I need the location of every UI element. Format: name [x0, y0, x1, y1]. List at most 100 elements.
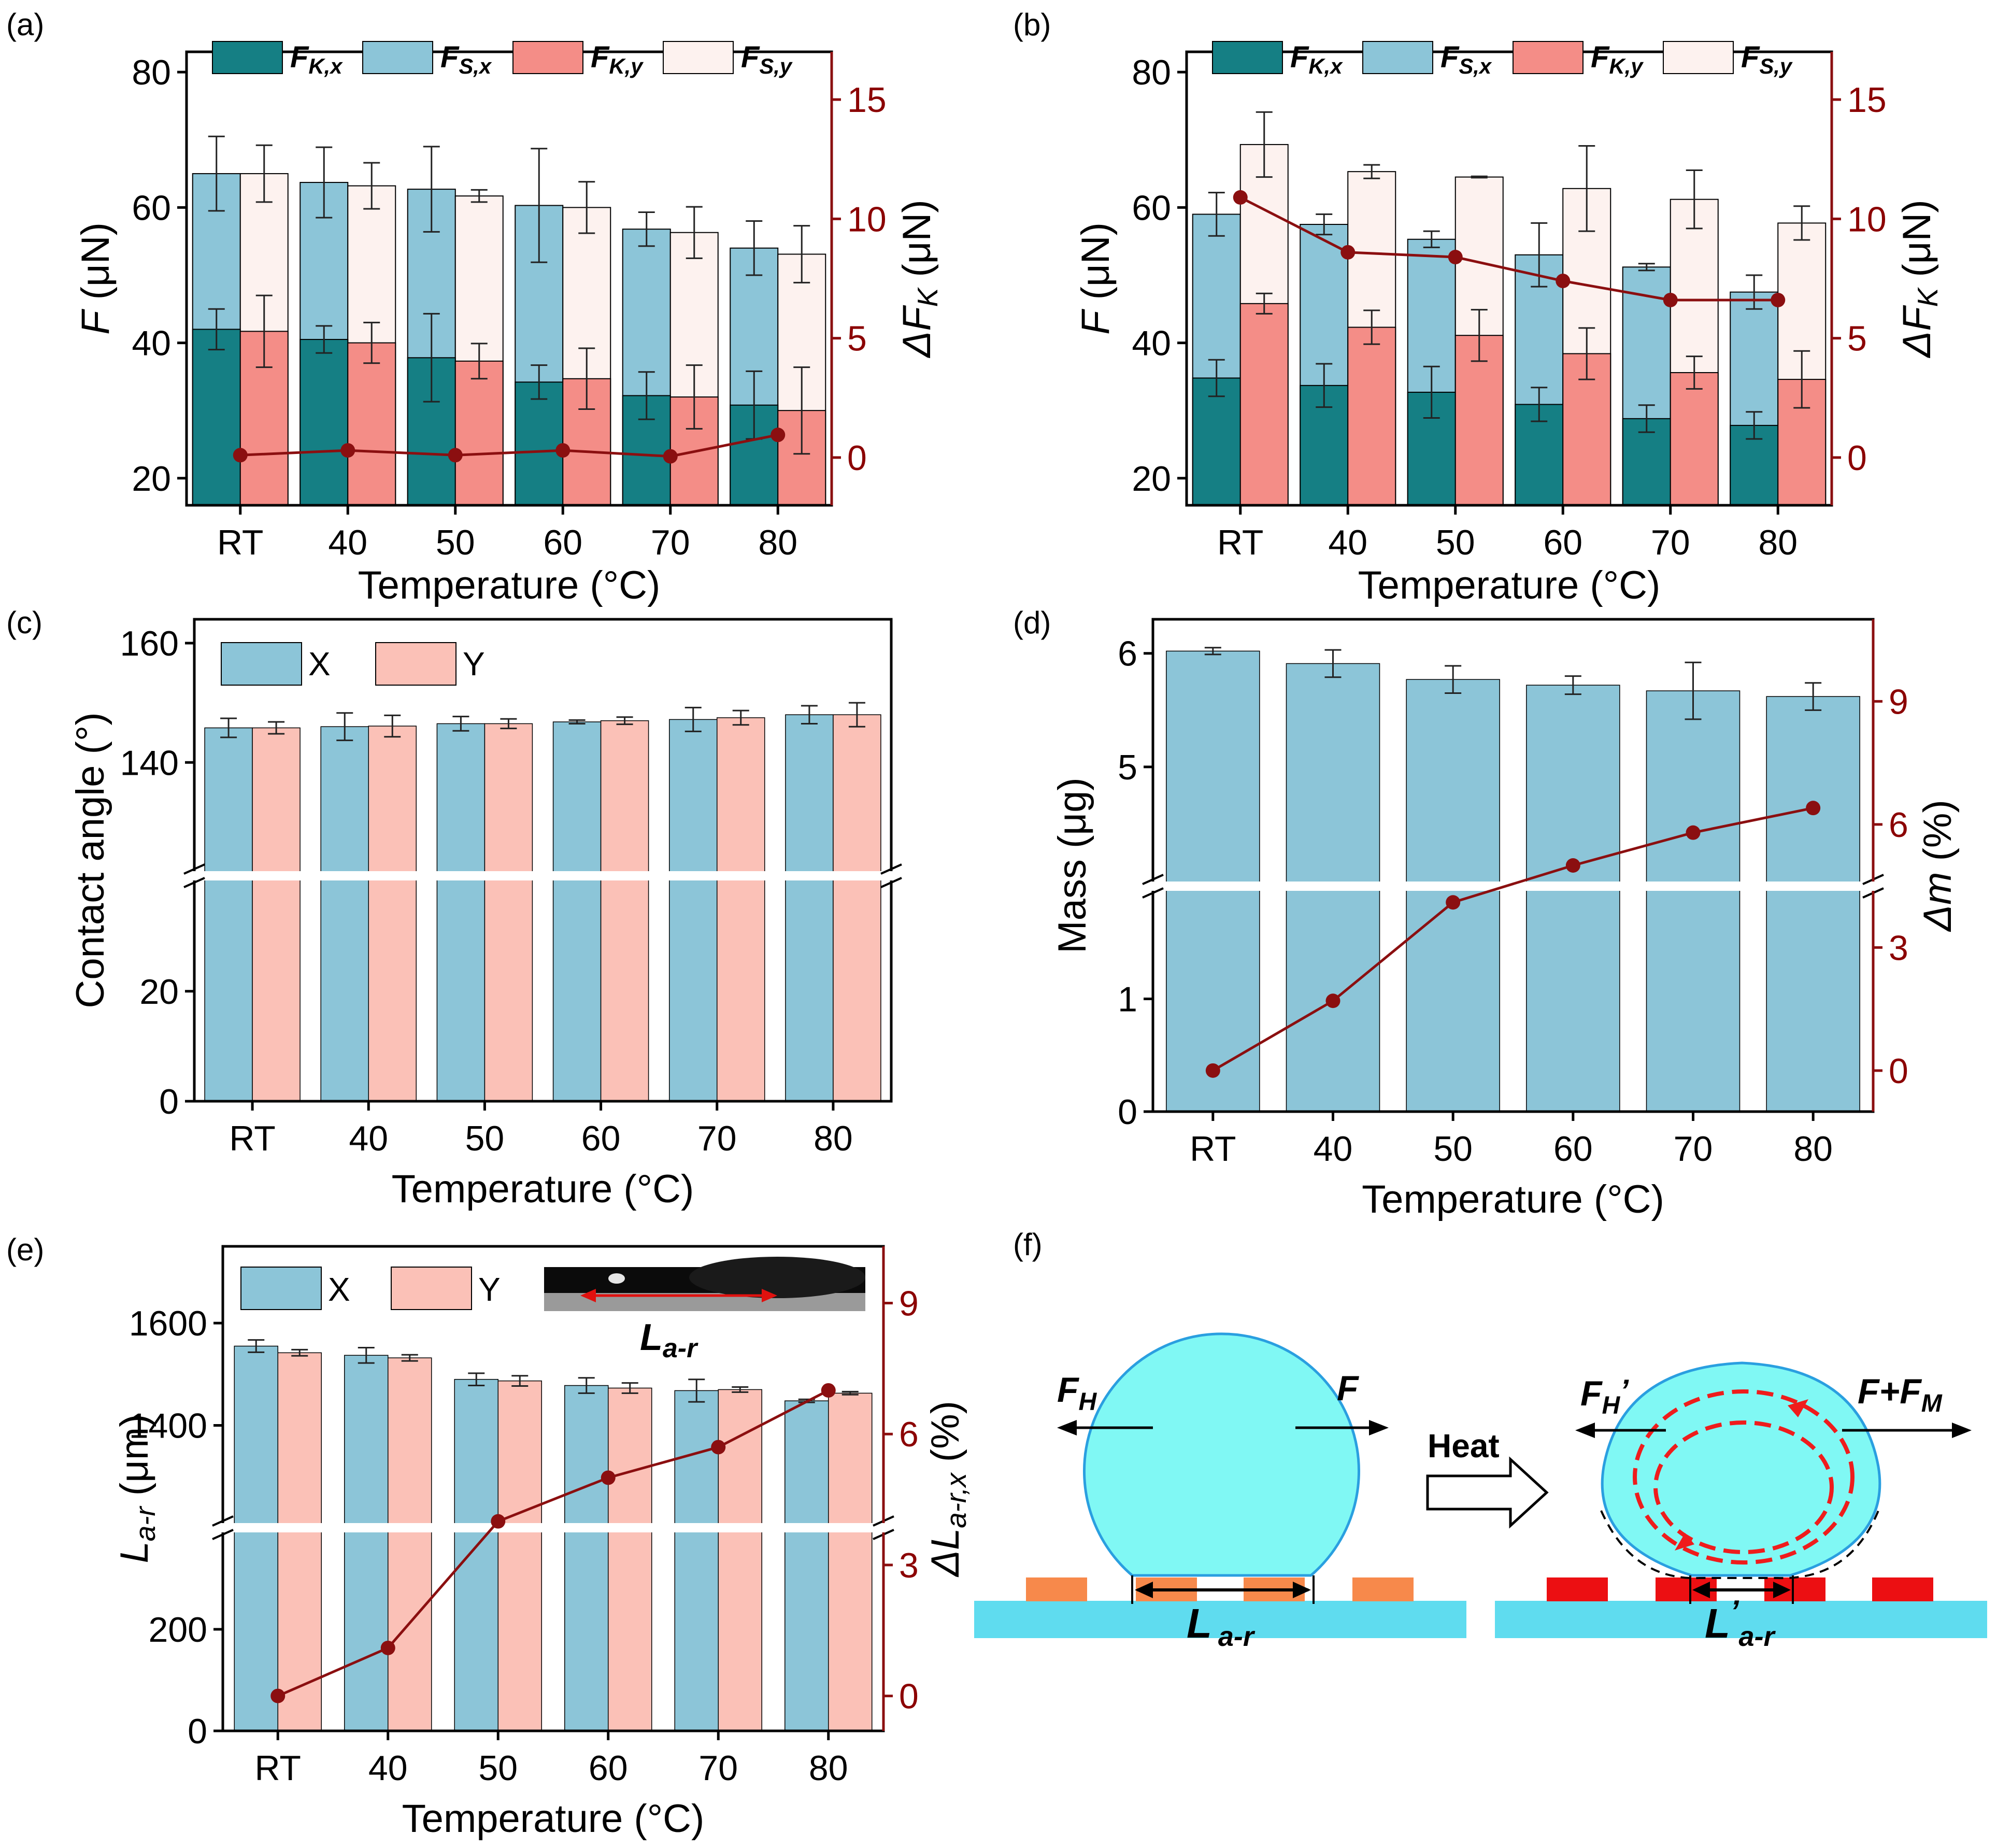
- panel-b-ytick-label: 40: [1132, 324, 1171, 363]
- panel-b-y2tick-label: 15: [1847, 80, 1887, 120]
- panel-d-y2label: Δm (%): [1916, 800, 1960, 932]
- panel-b-legend-swatch: [1663, 41, 1734, 74]
- panel-e-y2label: ΔLa-r,x (%): [923, 1401, 972, 1577]
- panel-e-line-point: [270, 1688, 286, 1703]
- panel-c-bar: [669, 719, 718, 1102]
- panel-label-f: (f): [1013, 1227, 1043, 1262]
- panel-e-ytick-label: 1600: [129, 1304, 207, 1343]
- panel-b-label: (b): [1013, 7, 1051, 42]
- panel-e-legend-label: Y: [478, 1271, 501, 1308]
- droplet-left: [1083, 1332, 1360, 1577]
- panel-b-bar: [1192, 377, 1241, 506]
- panel-d-xtick-label: 80: [1793, 1129, 1833, 1169]
- panel-a-line-point: [555, 443, 570, 458]
- panel-a-y2tick-label: 10: [847, 200, 887, 239]
- panel-a-chart: (a) RT 40 50 60 70 80 Temperature (°C) 20 40 60 80 0…: [6, 7, 944, 607]
- panel-e-ylabel: La-r (μm): [112, 1414, 161, 1563]
- panel-c-legend-swatch: [375, 642, 457, 686]
- panel-e-bar: [277, 1352, 322, 1731]
- panel-c-xtick-label: 40: [349, 1119, 388, 1158]
- panel-b-legend-label: FS,y: [1741, 40, 1793, 78]
- panel-e-ytick-label: 1400: [129, 1406, 207, 1446]
- droplet-right: [1601, 1361, 1881, 1577]
- panel-e-bar: [784, 1400, 829, 1731]
- panel-e-bar: [564, 1385, 609, 1731]
- panel-d-plot-frame: [1151, 618, 1875, 1113]
- panel-a-xtick-label: 50: [436, 523, 475, 562]
- force-arrowhead-fh-left: [1057, 1420, 1077, 1435]
- panel-a-xtick-label: 60: [543, 523, 582, 562]
- panel-a-bar: [515, 381, 564, 506]
- span-arrowhead-right-2: [1773, 1582, 1791, 1598]
- panel-d-line-point: [1565, 858, 1580, 873]
- panel-b-ytick-label: 20: [1132, 459, 1171, 499]
- panel-b-line-point: [1448, 250, 1463, 265]
- panel-e-line-point: [601, 1470, 616, 1485]
- heat-label: Heat: [1428, 1427, 1500, 1465]
- panel-e-legend-swatch: [240, 1267, 322, 1310]
- panel-b-bar: [1454, 335, 1504, 506]
- panel-e-inset-glare: [608, 1273, 625, 1284]
- panel-d-ytick-label: 0: [1118, 1092, 1137, 1132]
- panel-b-legend-swatch: [1513, 41, 1584, 74]
- panel-a-line-point: [448, 448, 463, 463]
- panel-d-line-series: [1212, 806, 1814, 1072]
- panel-c-bar: [252, 727, 301, 1102]
- panel-b-bar: [1622, 418, 1671, 506]
- panel-b-xtick-label: 40: [1328, 523, 1367, 562]
- panel-b-legend-label: FK,y: [1591, 40, 1644, 78]
- panel-b-bar: [1730, 424, 1779, 506]
- panel-b-line-point: [1556, 274, 1571, 289]
- panel-b-line-series: [1239, 196, 1778, 302]
- span-label-right: L’a-r: [1705, 1594, 1776, 1652]
- panel-e-frame-gap: [220, 1523, 226, 1532]
- panel-d-y2tick-label: 6: [1889, 805, 1908, 845]
- panel-c-ytick-label: 20: [139, 972, 179, 1012]
- panel-b-xtick-label: 80: [1758, 523, 1798, 562]
- force-label-fh-left: FH: [1057, 1370, 1097, 1416]
- panel-a-legend-label: FK,x: [290, 40, 343, 78]
- panel-e-inset-arrowhead: [580, 1289, 596, 1302]
- panel-e-break-mark: [212, 1515, 234, 1527]
- panel-b-xtick-label: RT: [1217, 523, 1263, 562]
- panel-a-ylabel: F (μN): [74, 222, 118, 335]
- panel-b-y2label: ΔFK (μN): [1895, 200, 1944, 358]
- panel-c-break-mark: [183, 863, 205, 875]
- panel-b-ytick-label: 80: [1132, 53, 1171, 92]
- heat-arrow-icon: [1426, 1456, 1549, 1529]
- panel-e-break-mark: [212, 1529, 234, 1540]
- panel-a-line-series: [240, 433, 778, 458]
- panel-d-line-point: [1446, 895, 1461, 910]
- panel-e-y2tick-label: 6: [899, 1415, 919, 1454]
- force-arrowhead-ffm-right: [1952, 1423, 1972, 1438]
- panel-c-ytick-label: 140: [120, 743, 179, 783]
- panel-c-ytick-label: 0: [159, 1082, 179, 1121]
- panel-e-line-point: [711, 1440, 726, 1455]
- panel-d-line-point: [1205, 1063, 1220, 1078]
- panel-e-legend-swatch: [391, 1267, 472, 1310]
- panel-c-break-mark: [183, 877, 205, 888]
- panel-e-axis-break-band: [224, 1523, 882, 1532]
- panel-e-line-point: [491, 1514, 506, 1529]
- panel-d-label: (d): [1013, 605, 1051, 640]
- panel-a-xtick-label: 40: [328, 523, 367, 562]
- panel-d-frame-gap: [1150, 882, 1156, 891]
- flow-arrowhead-1: [1788, 1399, 1808, 1417]
- panel-e-bar: [608, 1387, 652, 1731]
- panel-c-bar: [368, 726, 417, 1102]
- panel-c-ylabel: Contact angle (°): [68, 712, 112, 1008]
- panel-d-line-point: [1686, 825, 1701, 840]
- panel-b-xlabel: Temperature (°C): [1358, 563, 1661, 607]
- panel-b-legend-swatch: [1362, 41, 1433, 74]
- force-label-ffm-right: F+FM: [1858, 1372, 1943, 1417]
- panel-a-y2tick-label: 15: [847, 80, 887, 120]
- panel-e-line-point: [821, 1383, 836, 1398]
- panel-e-bar: [497, 1380, 542, 1731]
- panel-c-frame-gap: [888, 871, 894, 880]
- panel-d-xtick-label: 70: [1674, 1129, 1713, 1169]
- panel-d-ytick-label: 1: [1118, 980, 1137, 1019]
- panel-a-y2tick-label: 5: [847, 319, 867, 359]
- panel-b-line-point: [1663, 292, 1678, 307]
